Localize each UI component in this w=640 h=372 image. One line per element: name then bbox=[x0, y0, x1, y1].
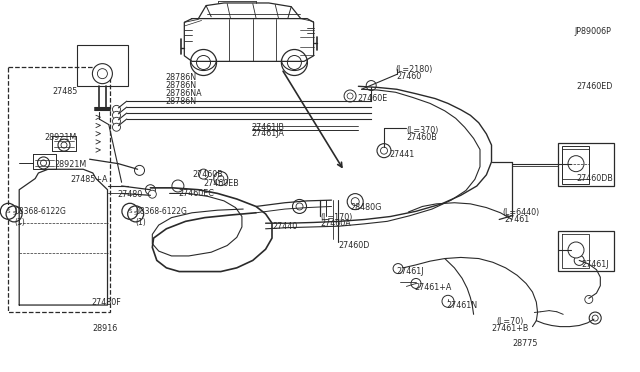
Text: 27440: 27440 bbox=[272, 222, 297, 231]
Text: 27460ED: 27460ED bbox=[576, 82, 612, 91]
Bar bbox=[558, 143, 614, 186]
Circle shape bbox=[214, 171, 228, 186]
Text: 27460E: 27460E bbox=[357, 94, 387, 103]
Text: JP89006P: JP89006P bbox=[575, 27, 612, 36]
Circle shape bbox=[92, 64, 113, 84]
Text: 27461JA: 27461JA bbox=[252, 129, 284, 138]
Text: 27460B: 27460B bbox=[192, 170, 223, 179]
Text: 28775: 28775 bbox=[512, 339, 538, 347]
Text: 27460EB: 27460EB bbox=[204, 179, 239, 188]
Text: 27460EC: 27460EC bbox=[178, 189, 214, 198]
Text: 28921M: 28921M bbox=[45, 133, 77, 142]
Circle shape bbox=[40, 160, 47, 166]
Text: 28786NA: 28786NA bbox=[165, 89, 202, 98]
Circle shape bbox=[172, 180, 184, 192]
Circle shape bbox=[296, 203, 303, 210]
Text: 27461+A: 27461+A bbox=[415, 283, 452, 292]
Bar bbox=[8, 67, 110, 312]
Text: 27460D: 27460D bbox=[338, 241, 369, 250]
Circle shape bbox=[589, 312, 601, 324]
Circle shape bbox=[347, 93, 353, 99]
Text: 27460B: 27460B bbox=[406, 133, 437, 142]
Circle shape bbox=[411, 279, 421, 288]
Text: 28786N: 28786N bbox=[165, 97, 196, 106]
Text: 27461+B: 27461+B bbox=[492, 324, 529, 333]
Circle shape bbox=[348, 193, 364, 210]
Text: 08368-6122G: 08368-6122G bbox=[136, 207, 188, 216]
Text: S: S bbox=[6, 209, 10, 214]
Text: 27460: 27460 bbox=[397, 72, 422, 81]
Circle shape bbox=[592, 315, 598, 321]
Circle shape bbox=[344, 90, 356, 102]
Circle shape bbox=[38, 157, 49, 169]
Circle shape bbox=[381, 147, 387, 154]
Text: 27461JB: 27461JB bbox=[252, 123, 285, 132]
Text: 27480F: 27480F bbox=[92, 298, 121, 307]
Circle shape bbox=[585, 295, 593, 304]
Text: 27485: 27485 bbox=[52, 87, 78, 96]
Circle shape bbox=[574, 256, 584, 265]
Circle shape bbox=[568, 155, 584, 172]
Text: S: S bbox=[134, 211, 138, 217]
Circle shape bbox=[442, 295, 454, 307]
Text: 28916: 28916 bbox=[93, 324, 118, 333]
Circle shape bbox=[113, 123, 120, 131]
Text: (L=70): (L=70) bbox=[496, 317, 524, 326]
Bar bbox=[558, 231, 614, 271]
Text: (L=170): (L=170) bbox=[320, 213, 353, 222]
Circle shape bbox=[377, 144, 391, 158]
Circle shape bbox=[196, 55, 211, 70]
Circle shape bbox=[292, 199, 307, 214]
Circle shape bbox=[568, 242, 584, 258]
Text: 27480: 27480 bbox=[117, 190, 142, 199]
Circle shape bbox=[6, 206, 22, 222]
Circle shape bbox=[128, 206, 144, 222]
Circle shape bbox=[148, 190, 156, 198]
Text: 27461J: 27461J bbox=[581, 260, 609, 269]
Circle shape bbox=[97, 69, 108, 78]
Text: (L=2180): (L=2180) bbox=[396, 65, 433, 74]
Circle shape bbox=[145, 185, 156, 195]
Text: 28786N: 28786N bbox=[165, 81, 196, 90]
Circle shape bbox=[113, 105, 120, 113]
Bar bbox=[77, 45, 128, 86]
Circle shape bbox=[393, 264, 403, 273]
Text: 27461: 27461 bbox=[504, 215, 529, 224]
Text: 27461J: 27461J bbox=[397, 267, 424, 276]
Circle shape bbox=[61, 142, 67, 148]
Circle shape bbox=[191, 49, 216, 76]
Circle shape bbox=[134, 166, 145, 175]
Text: 27485+A: 27485+A bbox=[70, 175, 108, 184]
Text: S: S bbox=[12, 211, 16, 217]
Text: 27460DB: 27460DB bbox=[576, 174, 613, 183]
Text: 27461N: 27461N bbox=[447, 301, 478, 310]
Circle shape bbox=[366, 81, 376, 90]
Circle shape bbox=[351, 198, 359, 206]
Text: 27460A: 27460A bbox=[320, 219, 351, 228]
Circle shape bbox=[113, 111, 120, 119]
Text: 28921M: 28921M bbox=[54, 160, 86, 169]
Text: 28480G: 28480G bbox=[351, 203, 382, 212]
Text: 27441: 27441 bbox=[389, 150, 414, 158]
Text: 08368-6122G: 08368-6122G bbox=[14, 207, 66, 216]
Circle shape bbox=[218, 176, 224, 182]
Text: (1): (1) bbox=[136, 218, 147, 227]
Circle shape bbox=[58, 139, 70, 151]
Bar bbox=[562, 146, 589, 184]
Text: 28786N: 28786N bbox=[165, 73, 196, 82]
Circle shape bbox=[113, 117, 120, 125]
Circle shape bbox=[198, 169, 209, 179]
Text: (L=370): (L=370) bbox=[406, 126, 439, 135]
Circle shape bbox=[282, 49, 307, 76]
Text: (1): (1) bbox=[14, 218, 25, 227]
Text: (L=6440): (L=6440) bbox=[502, 208, 540, 217]
Text: S: S bbox=[128, 209, 132, 214]
Circle shape bbox=[287, 55, 301, 70]
